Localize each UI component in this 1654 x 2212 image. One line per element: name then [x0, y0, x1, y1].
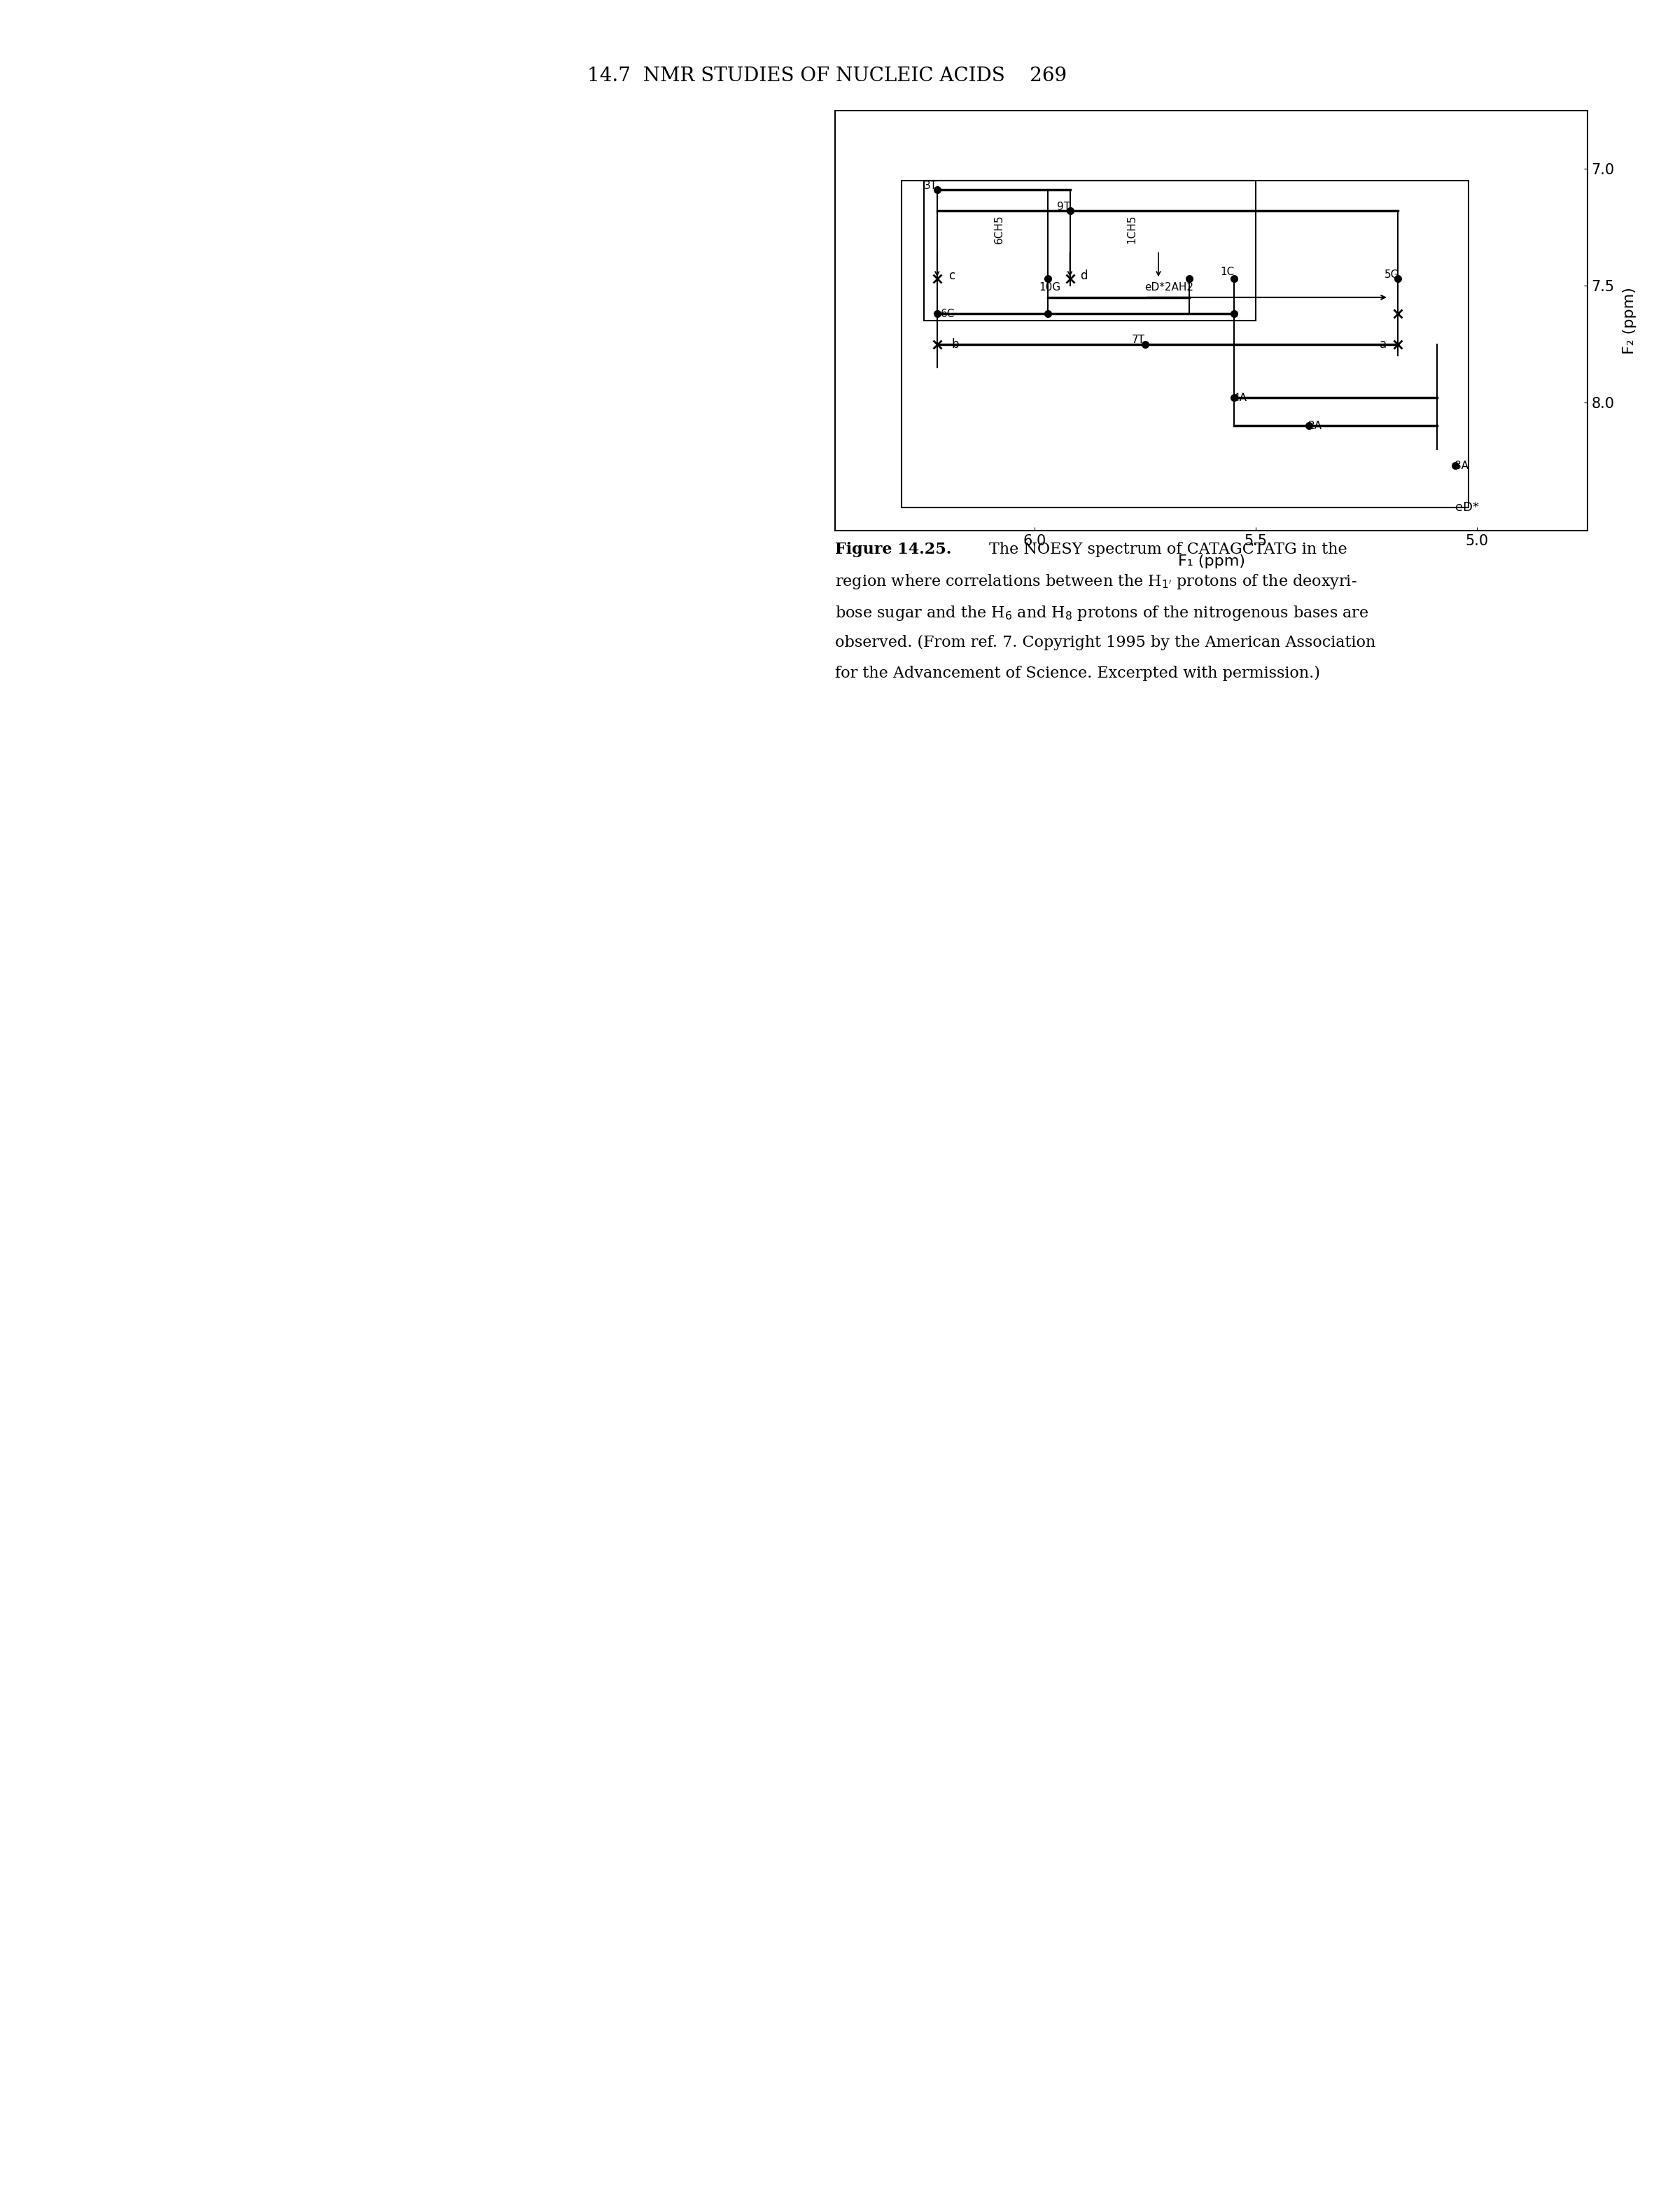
Text: 6C: 6C	[941, 307, 954, 319]
Text: 5G: 5G	[1384, 270, 1399, 281]
Text: bose sugar and the H$_6$ and H$_8$ protons of the nitrogenous bases are: bose sugar and the H$_6$ and H$_8$ proto…	[835, 604, 1370, 622]
Text: 7T: 7T	[1131, 334, 1145, 345]
Y-axis label: F₂ (ppm): F₂ (ppm)	[1623, 288, 1636, 354]
Text: Figure 14.25.: Figure 14.25.	[835, 542, 951, 557]
Text: c: c	[948, 270, 954, 281]
Text: 1CH5: 1CH5	[1126, 215, 1136, 243]
Text: b: b	[951, 338, 959, 349]
Text: region where correlations between the H$_{1'}$ protons of the deoxyri-: region where correlations between the H$…	[835, 573, 1358, 591]
Text: 2A: 2A	[1308, 420, 1322, 431]
Text: for the Advancement of Science. Excerpted with permission.): for the Advancement of Science. Excerpte…	[835, 666, 1320, 681]
Text: 10G: 10G	[1039, 283, 1062, 292]
Text: 3T: 3T	[925, 181, 938, 190]
Text: eD*2AH2: eD*2AH2	[1145, 283, 1194, 292]
Text: 14.7  NMR STUDIES OF NUCLEIC ACIDS    269: 14.7 NMR STUDIES OF NUCLEIC ACIDS 269	[587, 66, 1067, 86]
Bar	[901, 181, 1469, 507]
X-axis label: F₁ (ppm): F₁ (ppm)	[1178, 555, 1245, 568]
Text: 1C: 1C	[1221, 268, 1234, 276]
Text: The NOESY spectrum of CATAGCTATG in the: The NOESY spectrum of CATAGCTATG in the	[989, 542, 1348, 557]
Text: observed. (From ref. 7. Copyright 1995 by the American Association: observed. (From ref. 7. Copyright 1995 b…	[835, 635, 1376, 650]
Text: eD*: eD*	[1456, 502, 1479, 513]
Text: 4A: 4A	[1232, 392, 1247, 403]
Text: 8A: 8A	[1454, 460, 1469, 471]
Text: 9T: 9T	[1057, 201, 1070, 212]
Text: a: a	[1379, 338, 1386, 349]
Text: d: d	[1080, 270, 1088, 281]
Text: 6CH5: 6CH5	[994, 215, 1004, 243]
Bar	[925, 181, 1255, 321]
